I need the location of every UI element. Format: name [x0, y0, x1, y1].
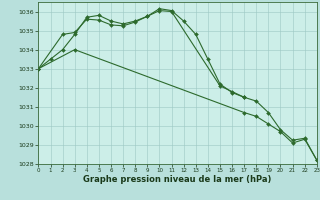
X-axis label: Graphe pression niveau de la mer (hPa): Graphe pression niveau de la mer (hPa) — [84, 175, 272, 184]
